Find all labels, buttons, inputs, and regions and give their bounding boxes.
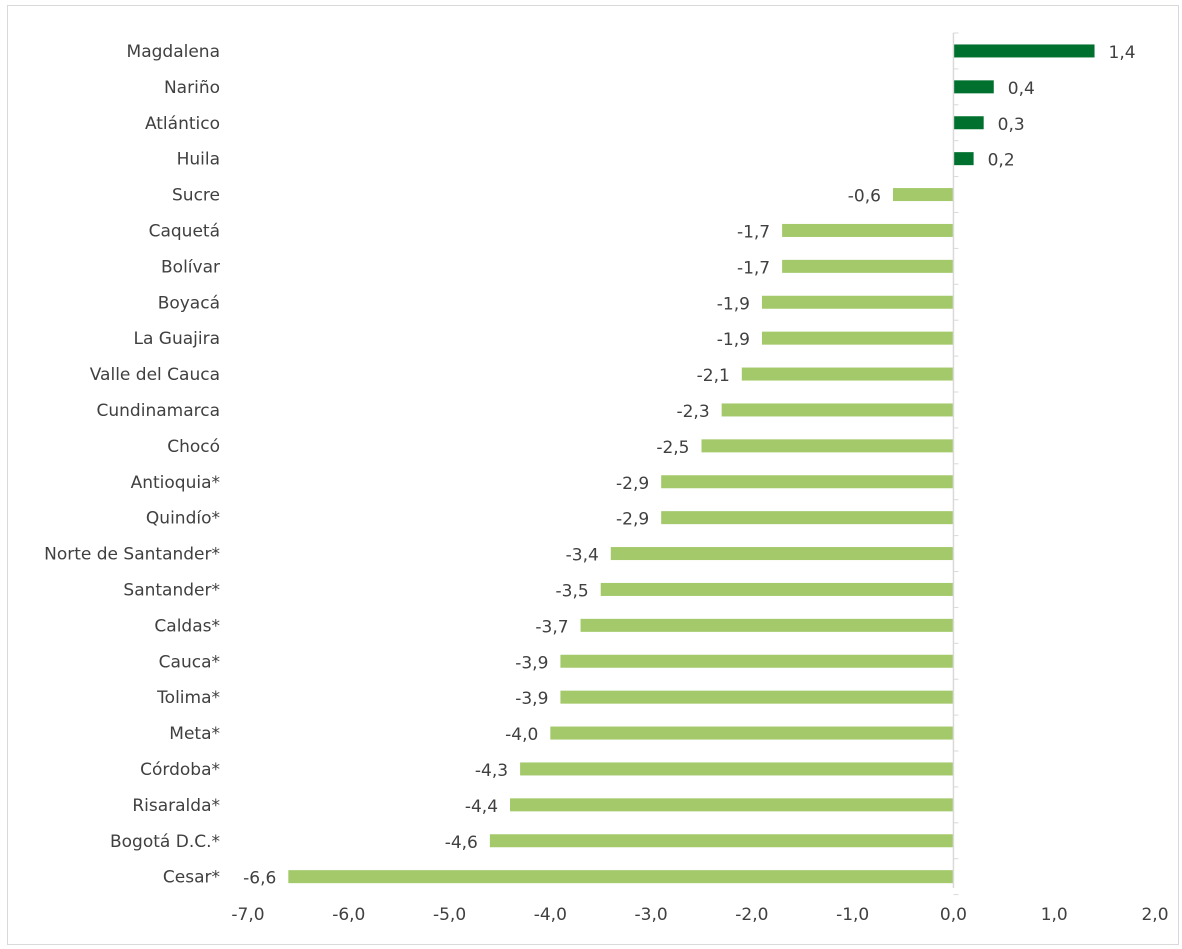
- category-label: Risaralda*: [132, 796, 220, 816]
- data-label: -3,7: [535, 617, 568, 637]
- data-label: 0,3: [998, 115, 1025, 135]
- bar: [560, 690, 954, 704]
- category-label: Cauca*: [159, 652, 220, 672]
- data-label: -0,6: [848, 187, 881, 207]
- data-label: -2,9: [616, 510, 649, 530]
- bar: [288, 870, 954, 884]
- x-tick-label: -2,0: [735, 905, 768, 925]
- bar: [741, 367, 954, 381]
- data-label: -1,9: [717, 330, 750, 350]
- category-label: Chocó: [167, 437, 220, 457]
- data-label: -4,6: [445, 833, 478, 853]
- data-label: -3,9: [515, 689, 548, 709]
- data-label: -4,4: [465, 797, 498, 817]
- data-label: -3,5: [556, 581, 589, 601]
- category-label: Huila: [177, 150, 220, 170]
- bar: [661, 511, 954, 525]
- bar: [953, 116, 984, 130]
- data-label: -1,7: [737, 258, 770, 278]
- category-label: Norte de Santander*: [44, 545, 220, 565]
- x-tick-label: 0,0: [940, 905, 967, 925]
- data-label: -2,1: [697, 366, 730, 386]
- data-label: -2,9: [616, 474, 649, 494]
- data-label: 0,2: [988, 151, 1015, 171]
- bar: [550, 726, 954, 740]
- bar: [489, 834, 954, 848]
- data-label: 1,4: [1109, 43, 1136, 63]
- data-label: -2,3: [676, 402, 709, 422]
- category-label: Boyacá: [158, 293, 220, 313]
- bar: [953, 80, 994, 94]
- x-tick-label: -6,0: [332, 905, 365, 925]
- category-label: Tolima*: [156, 688, 220, 708]
- data-label: -4,0: [505, 725, 538, 745]
- bar: [782, 223, 954, 237]
- category-label: Valle del Cauca: [90, 365, 220, 385]
- x-tick-label: 2,0: [1141, 905, 1168, 925]
- category-label: Atlántico: [145, 114, 220, 134]
- data-label: -2,5: [656, 438, 689, 458]
- bar: [761, 331, 954, 345]
- bar: [782, 259, 954, 273]
- x-tick-label: 1,0: [1041, 905, 1068, 925]
- bar: [721, 403, 954, 417]
- data-label: -1,7: [737, 222, 770, 242]
- data-label: -6,6: [243, 869, 276, 889]
- x-tick-label: -4,0: [534, 905, 567, 925]
- labels-group: Magdalena 1,4 Nariño 0,4 Atlántico 0,3 Huila 0,…: [44, 42, 1168, 925]
- bar: [953, 44, 1095, 58]
- data-label: -3,9: [515, 653, 548, 673]
- x-tick-label: -3,0: [635, 905, 668, 925]
- bar: [892, 188, 954, 202]
- category-label: Cesar*: [163, 868, 220, 888]
- category-label: Nariño: [164, 78, 220, 98]
- x-tick-label: -7,0: [231, 905, 264, 925]
- bars-group: [288, 44, 1095, 884]
- bar: [701, 439, 954, 453]
- category-label: La Guajira: [133, 329, 220, 349]
- bar: [661, 475, 954, 489]
- axis-group: [952, 32, 959, 896]
- category-label: Santander*: [123, 580, 220, 600]
- bar: [580, 618, 954, 632]
- category-label: Quindío*: [146, 509, 220, 529]
- category-label: Sucre: [172, 186, 220, 206]
- bar: [610, 547, 954, 561]
- data-label: -4,3: [475, 761, 508, 781]
- bar: [520, 762, 954, 776]
- category-label: Meta*: [169, 724, 220, 744]
- category-label: Caldas*: [154, 616, 220, 636]
- x-tick-label: -1,0: [836, 905, 869, 925]
- x-tick-label: -5,0: [433, 905, 466, 925]
- bar: [560, 654, 954, 668]
- category-label: Bolívar: [161, 257, 220, 277]
- category-label: Antioquia*: [131, 473, 220, 493]
- data-label: -3,4: [566, 546, 599, 566]
- category-label: Magdalena: [127, 42, 220, 62]
- category-label: Caquetá: [149, 221, 220, 241]
- category-label: Bogotá D.C.*: [110, 832, 220, 852]
- category-label: Córdoba*: [140, 760, 220, 780]
- data-label: 0,4: [1008, 79, 1035, 99]
- chart-frame: [7, 5, 1179, 945]
- bar: [953, 152, 974, 166]
- bar: [761, 295, 954, 309]
- bar: [600, 582, 954, 596]
- bar: [510, 798, 954, 812]
- category-label: Cundinamarca: [97, 401, 220, 421]
- data-label: -1,9: [717, 294, 750, 314]
